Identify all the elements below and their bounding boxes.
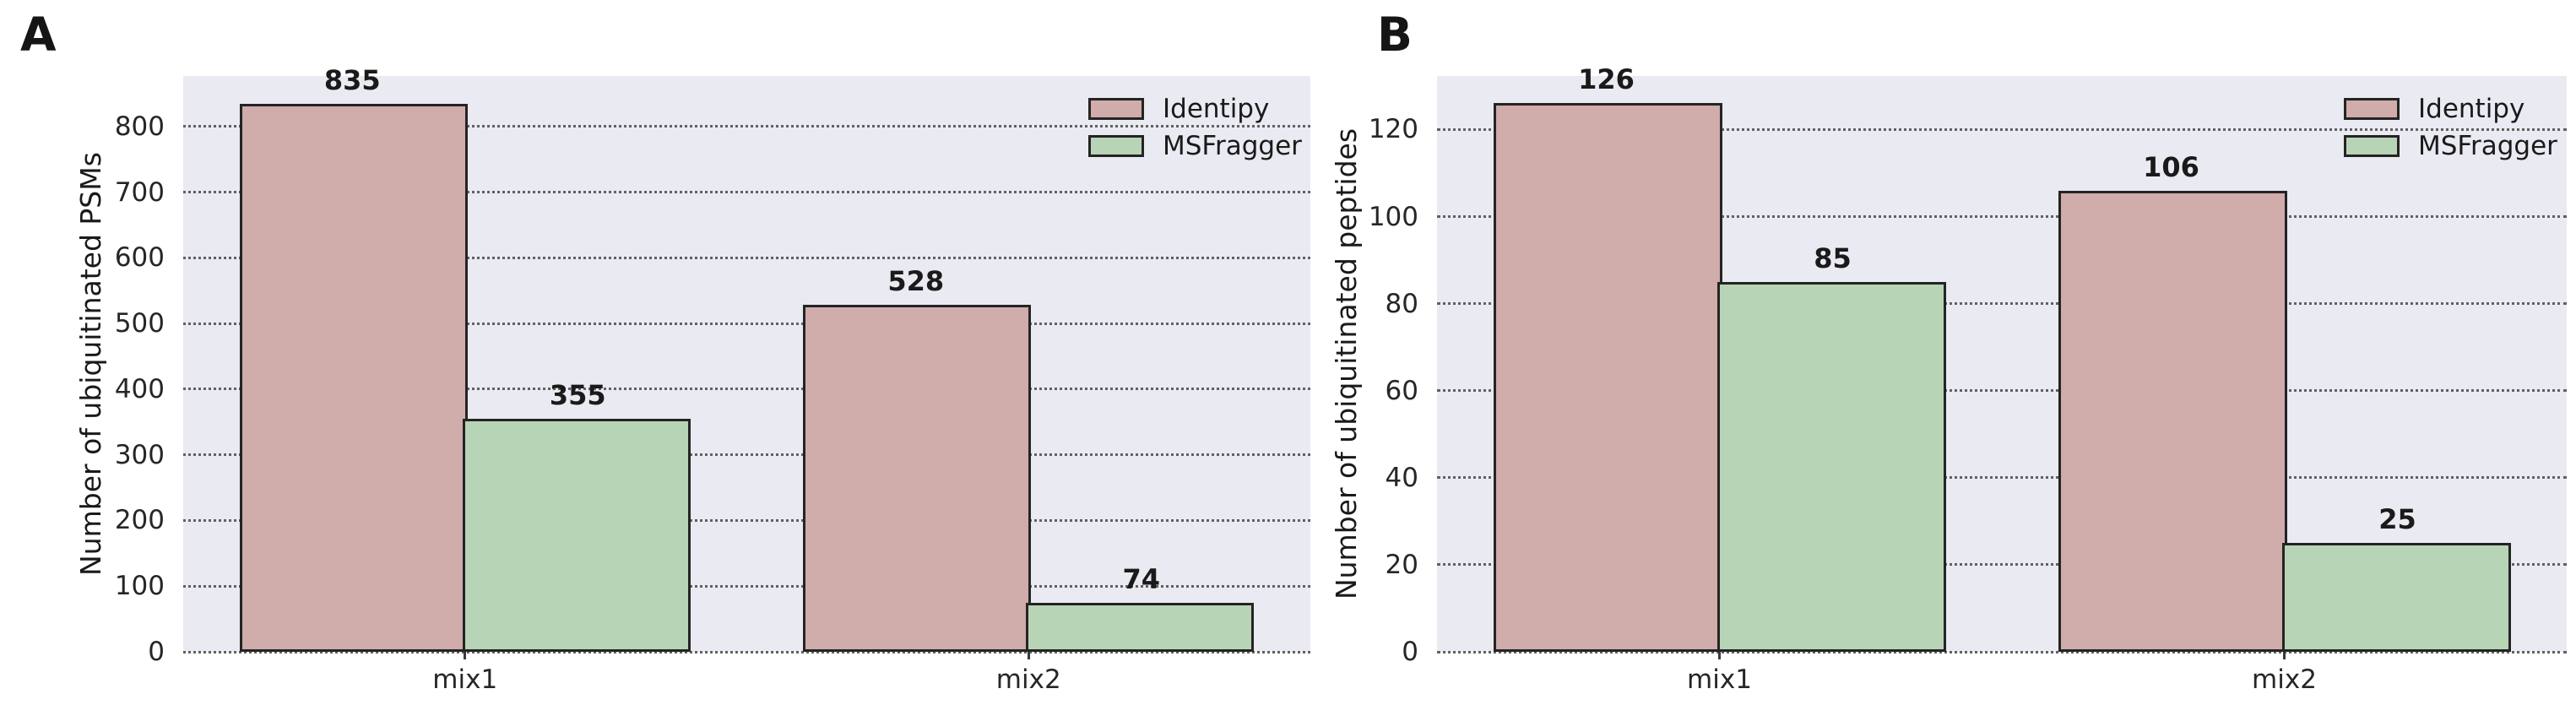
legend-swatch-msfragger [2344,135,2400,157]
y-tick-label: 60 [1385,375,1418,406]
gridline [183,256,1310,259]
x-tick-mark [464,652,467,659]
gridline [183,125,1310,128]
legend-swatch-identipy [1088,98,1144,120]
gridline [1437,215,2567,218]
legend-label-identipy: Identipy [2418,94,2525,124]
bar-identipy-mix2 [803,305,1032,652]
bar-value-label: 528 [887,265,945,298]
legend-swatch-identipy [2344,98,2400,120]
y-tick-label: 40 [1385,462,1418,493]
y-tick-label: 400 [114,373,165,404]
bar-msfragger-mix1 [462,418,691,652]
gridline [1437,389,2567,393]
gridline [183,322,1310,325]
y-tick-label: 500 [114,308,165,339]
gridline [183,650,1310,653]
y-tick-label: 0 [148,637,165,667]
legend-swatch-msfragger [1088,135,1144,157]
bar-msfragger-mix2 [1026,603,1255,652]
gridline [1437,563,2567,567]
gridline [183,453,1310,457]
panel-b-label: B [1377,8,1413,62]
y-tick-label: 700 [114,176,165,208]
x-tick-mark [1027,652,1030,659]
bar-identipy-mix1 [239,103,468,652]
gridline [183,191,1310,194]
gridline [183,388,1310,391]
bar-value-label: 835 [323,63,381,96]
bar-msfragger-mix1 [1716,281,1946,652]
y-tick-label: 100 [114,571,165,602]
gridline [1437,650,2567,653]
bar-msfragger-mix2 [2281,543,2511,652]
y-tick-label: 0 [1402,637,1418,667]
bar-value-label: 85 [1814,241,1852,274]
x-tick-label: mix1 [432,664,498,695]
gridline [1437,302,2567,306]
legend-item-identipy: Identipy [1088,94,1302,124]
panel-b-legend: Identipy MSFragger [2344,94,2557,161]
bar-value-label: 106 [2143,150,2199,183]
legend-label-identipy: Identipy [1163,94,1270,124]
x-tick-mark [2283,652,2286,659]
x-tick-label: mix2 [2252,664,2317,695]
legend-item-identipy: Identipy [2344,94,2557,124]
gridline [183,584,1310,588]
y-tick-label: 80 [1385,288,1418,319]
legend-label-msfragger: MSFragger [1163,131,1302,161]
bar-value-label: 25 [2378,503,2416,536]
legend-item-msfragger: MSFragger [1088,131,1302,161]
bar-identipy-mix2 [2058,190,2287,652]
y-tick-label: 20 [1385,549,1418,580]
x-tick-label: mix1 [1687,664,1752,695]
panel-a-label: A [20,8,57,62]
y-tick-label: 300 [114,439,165,470]
gridline [1437,476,2567,480]
bar-value-label: 126 [1578,63,1635,96]
y-tick-label: 800 [114,111,165,142]
gridline [183,518,1310,522]
panel-a-y-axis-title: Number of ubiquitinated PSMs [74,152,107,576]
y-tick-label: 120 [1368,114,1418,145]
x-tick-label: mix2 [995,664,1061,695]
y-tick-label: 600 [114,242,165,274]
legend-label-msfragger: MSFragger [2418,131,2557,161]
bar-value-label: 355 [549,378,606,411]
panel-a-legend: Identipy MSFragger [1088,94,1302,161]
x-tick-mark [1718,652,1721,659]
y-tick-label: 200 [114,505,165,536]
bar-value-label: 74 [1122,563,1161,596]
gridline [1437,127,2567,131]
y-tick-label: 100 [1368,201,1418,232]
bar-identipy-mix1 [1493,103,1722,652]
legend-item-msfragger: MSFragger [2344,131,2557,161]
